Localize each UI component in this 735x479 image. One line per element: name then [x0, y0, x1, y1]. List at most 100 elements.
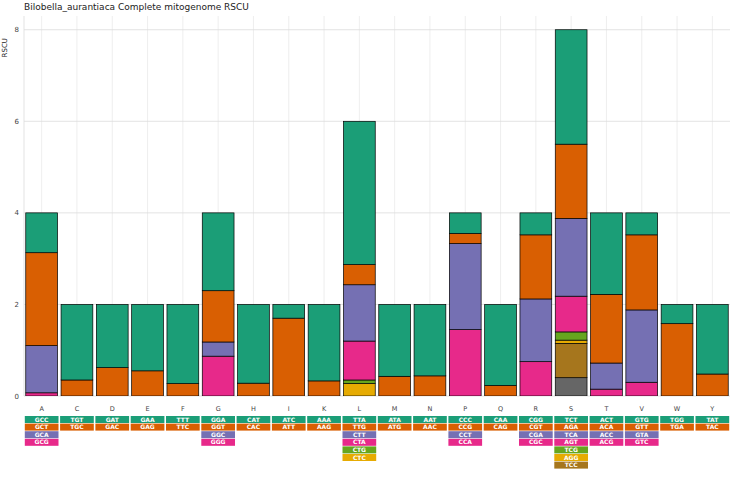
codon-label: AAA — [317, 416, 331, 423]
codon-key — [201, 431, 235, 438]
y-axis-line — [24, 16, 25, 396]
bar-segment — [591, 389, 623, 396]
codon-key — [25, 439, 59, 446]
bar-segment — [485, 304, 517, 385]
codon-label: TGC — [70, 423, 84, 430]
codon-label: GTC — [635, 438, 649, 445]
codon-key — [201, 439, 235, 446]
codon-key — [343, 424, 377, 431]
bar-segment — [449, 233, 481, 243]
codon-label: ACA — [600, 423, 614, 430]
codon-label: GTA — [635, 431, 648, 438]
codon-key — [554, 462, 588, 469]
codon-key — [448, 431, 482, 438]
codon-label: GCC — [35, 416, 49, 423]
codon-label: AGA — [564, 423, 579, 430]
bar-segment — [61, 380, 93, 396]
codon-label: AAT — [423, 416, 437, 423]
codon-key — [166, 416, 200, 423]
bar-segment — [696, 374, 728, 396]
codon-label: CGG — [529, 416, 543, 423]
bar-segment — [661, 324, 693, 396]
codon-key — [272, 424, 306, 431]
bar-segment — [308, 381, 340, 396]
x-tick-label: A — [39, 405, 44, 413]
bar-segment — [167, 384, 199, 396]
codon-label: ATG — [388, 423, 401, 430]
codon-label: GTT — [635, 423, 649, 430]
codon-key — [343, 446, 377, 453]
bar-segment — [520, 213, 552, 235]
codon-label: TAC — [706, 423, 719, 430]
bar-segment — [132, 304, 164, 370]
codon-key — [590, 424, 624, 431]
y-grid-line — [24, 29, 730, 30]
codon-key — [413, 416, 447, 423]
codon-label: CCG — [458, 423, 472, 430]
codon-key — [378, 424, 412, 431]
bar-segment — [202, 291, 234, 342]
bar-segment — [555, 296, 587, 332]
codon-label: AAC — [423, 423, 437, 430]
y-grid-line — [24, 121, 730, 122]
bar-segment — [379, 376, 411, 396]
codon-key — [272, 416, 306, 423]
codon-key — [696, 416, 730, 423]
bar-segment — [132, 371, 164, 396]
bar-segment — [343, 341, 375, 380]
bar-segment — [238, 383, 270, 396]
codon-label: AGG — [564, 454, 579, 461]
codon-label: CCA — [459, 438, 473, 445]
x-tick-label: V — [640, 405, 645, 413]
x-tick-label: N — [428, 405, 433, 413]
codon-label: GTG — [635, 416, 649, 423]
bar-segment — [26, 213, 58, 253]
bar-segment — [343, 121, 375, 264]
codon-label: ACC — [600, 431, 614, 438]
codon-label: CAT — [247, 416, 261, 423]
codon-key — [201, 424, 235, 431]
bar-segment — [520, 299, 552, 362]
codon-key — [625, 424, 659, 431]
bar-segment — [343, 380, 375, 384]
codon-label: CTC — [353, 454, 366, 461]
codon-label: ATC — [282, 416, 295, 423]
codon-key — [95, 416, 129, 423]
codon-label: CAA — [494, 416, 508, 423]
x-tick-label: E — [145, 405, 149, 413]
codon-label: GGA — [211, 416, 226, 423]
y-grid-line — [24, 304, 730, 305]
codon-key — [554, 446, 588, 453]
codon-key — [590, 439, 624, 446]
codon-key — [201, 416, 235, 423]
codon-key — [343, 439, 377, 446]
bar-segment — [26, 253, 58, 346]
codon-key — [378, 416, 412, 423]
codon-label: CGC — [529, 438, 543, 445]
bar-segment — [202, 342, 234, 356]
codon-key — [625, 431, 659, 438]
bar-segment — [202, 213, 234, 291]
x-tick-label: L — [358, 405, 362, 413]
codon-key — [25, 424, 59, 431]
codon-label: CAG — [494, 423, 508, 430]
codon-key — [131, 416, 165, 423]
codon-key — [307, 416, 341, 423]
codon-key — [554, 454, 588, 461]
bar-segment — [308, 304, 340, 380]
codon-key — [625, 416, 659, 423]
codon-key — [95, 424, 129, 431]
bar-segment — [555, 378, 587, 396]
codon-key — [484, 416, 518, 423]
codon-key — [413, 424, 447, 431]
codon-key — [237, 424, 271, 431]
x-tick-label: Q — [498, 405, 503, 413]
codon-label: TTC — [176, 423, 189, 430]
codon-key — [590, 431, 624, 438]
codon-label: CGA — [529, 431, 543, 438]
y-tick-label: 2 — [15, 301, 19, 309]
bar-segment — [626, 213, 658, 235]
codon-key — [25, 431, 59, 438]
codon-key — [625, 439, 659, 446]
bar-segment — [555, 332, 587, 340]
